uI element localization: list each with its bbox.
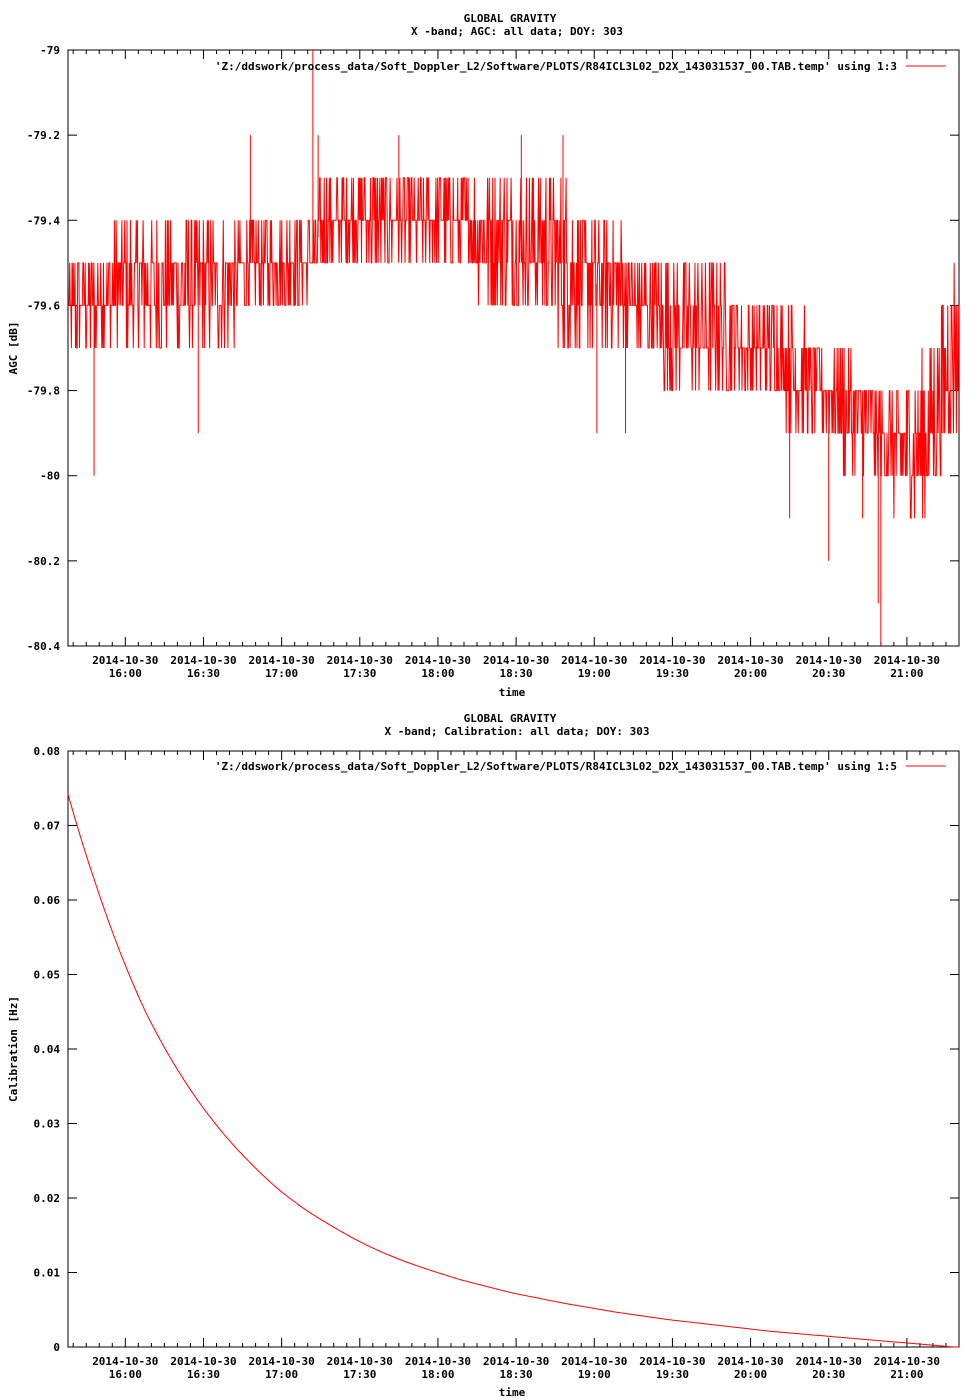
agc-x-tick-time: 18:30: [500, 667, 533, 680]
calibration-x-tick-time: 19:30: [656, 1368, 689, 1381]
agc-y-tick-label: -79.8: [27, 385, 60, 398]
agc-y-tick-label: -79.4: [27, 214, 60, 227]
calibration-y-axis: 0.08 0.07 0.06 0.05 0.04 0.03 0.02 0.01 0: [34, 745, 959, 1354]
agc-x-tick-time: 20:30: [812, 667, 845, 680]
agc-x-tick-date: 2014-10-30: [639, 654, 705, 667]
agc-x-tick-date: 2014-10-30: [92, 654, 158, 667]
calibration-x-tick-time: 16:00: [109, 1368, 142, 1381]
agc-x-tick-time: 19:30: [656, 667, 689, 680]
agc-plot-frame: [67, 49, 960, 647]
calibration-series: [67, 794, 959, 1348]
calibration-y-tick-label: 0.02: [34, 1192, 61, 1205]
calibration-x-tick-date: 2014-10-30: [483, 1355, 549, 1368]
agc-x-tick-date: 2014-10-30: [170, 654, 236, 667]
calibration-y-tick-label: 0: [53, 1341, 60, 1354]
agc-x-tick-time: 19:00: [578, 667, 611, 680]
agc-x-tick-time: 20:00: [734, 667, 767, 680]
calibration-x-tick-date: 2014-10-30: [717, 1355, 783, 1368]
calibration-chart-subtitle: X -band; Calibration: all data; DOY: 303: [385, 725, 650, 738]
calibration-x-tick-date: 2014-10-30: [405, 1355, 471, 1368]
calibration-y-tick-label: 0.06: [34, 894, 61, 907]
agc-series-line: [68, 177, 960, 519]
agc-x-tick-date: 2014-10-30: [327, 654, 393, 667]
calibration-x-tick-date: 2014-10-30: [561, 1355, 627, 1368]
agc-x-tick-time: 18:00: [421, 667, 454, 680]
calibration-x-tick-date: 2014-10-30: [639, 1355, 705, 1368]
agc-x-tick-date: 2014-10-30: [249, 654, 315, 667]
calibration-plot-frame: [67, 750, 960, 1348]
calibration-x-tick-time: 18:00: [421, 1368, 454, 1381]
agc-x-tick-date: 2014-10-30: [405, 654, 471, 667]
calibration-x-tick-time: 17:30: [343, 1368, 376, 1381]
calibration-x-tick-time: 16:30: [187, 1368, 220, 1381]
calibration-legend-label: 'Z:/ddswork/process_data/Soft_Doppler_L2…: [215, 760, 897, 773]
agc-x-tick-date: 2014-10-30: [561, 654, 627, 667]
agc-chart-subtitle: X -band; AGC: all data; DOY: 303: [411, 25, 623, 38]
agc-y-tick-label: -79.6: [27, 299, 60, 312]
calibration-x-tick-date: 2014-10-30: [92, 1355, 158, 1368]
agc-legend-label: 'Z:/ddswork/process_data/Soft_Doppler_L2…: [215, 60, 897, 73]
agc-y-axis: -79 -79.2 -79.4 -79.6 -79.8 -80 -80.2 -80.4: [27, 44, 959, 653]
agc-x-tick-time: 16:30: [187, 667, 220, 680]
agc-series: [68, 50, 960, 646]
agc-x-tick-date: 2014-10-30: [874, 654, 940, 667]
agc-x-tick-time: 17:00: [265, 667, 298, 680]
calibration-y-tick-label: 0.03: [34, 1118, 61, 1131]
agc-y-tick-label: -79.2: [27, 129, 60, 142]
agc-x-tick-date: 2014-10-30: [796, 654, 862, 667]
agc-y-tick-label: -79: [40, 44, 60, 57]
agc-x-axis-label: time: [499, 686, 526, 699]
agc-x-tick-date: 2014-10-30: [717, 654, 783, 667]
agc-x-axis: 2014-10-3016:002014-10-3016:302014-10-30…: [72, 50, 960, 680]
calibration-x-axis: 2014-10-3016:002014-10-3016:302014-10-30…: [72, 751, 960, 1381]
agc-x-tick-time: 16:00: [109, 667, 142, 680]
calibration-chart: GLOBAL GRAVITY X -band; Calibration: all…: [7, 712, 960, 1399]
agc-chart: GLOBAL GRAVITY X -band; AGC: all data; D…: [7, 12, 960, 699]
calibration-y-axis-label: Calibration [Hz]: [7, 996, 20, 1102]
calibration-x-tick-time: 20:30: [812, 1368, 845, 1381]
calibration-y-tick-label: 0.04: [34, 1043, 61, 1056]
agc-x-tick-time: 21:00: [890, 667, 923, 680]
calibration-x-tick-time: 18:30: [500, 1368, 533, 1381]
calibration-x-tick-time: 17:00: [265, 1368, 298, 1381]
calibration-x-tick-date: 2014-10-30: [170, 1355, 236, 1368]
calibration-y-tick-label: 0.07: [34, 820, 61, 833]
agc-chart-title: GLOBAL GRAVITY: [464, 12, 557, 25]
agc-x-tick-time: 17:30: [343, 667, 376, 680]
calibration-x-tick-date: 2014-10-30: [249, 1355, 315, 1368]
calibration-series-line: [67, 794, 959, 1348]
calibration-chart-title: GLOBAL GRAVITY: [464, 712, 557, 725]
agc-y-axis-label: AGC [dB]: [7, 322, 20, 375]
calibration-y-tick-label: 0.08: [34, 745, 61, 758]
calibration-x-tick-time: 19:00: [578, 1368, 611, 1381]
agc-y-tick-label: -80.2: [27, 555, 60, 568]
calibration-x-tick-date: 2014-10-30: [796, 1355, 862, 1368]
calibration-x-tick-time: 21:00: [890, 1368, 923, 1381]
calibration-y-tick-label: 0.01: [34, 1267, 61, 1280]
calibration-x-axis-label: time: [499, 1386, 526, 1399]
calibration-x-tick-time: 20:00: [734, 1368, 767, 1381]
agc-y-tick-label: -80.4: [27, 640, 60, 653]
agc-y-tick-label: -80: [40, 470, 60, 483]
calibration-x-tick-date: 2014-10-30: [874, 1355, 940, 1368]
calibration-y-tick-label: 0.05: [34, 969, 61, 982]
calibration-x-tick-date: 2014-10-30: [327, 1355, 393, 1368]
agc-x-tick-date: 2014-10-30: [483, 654, 549, 667]
